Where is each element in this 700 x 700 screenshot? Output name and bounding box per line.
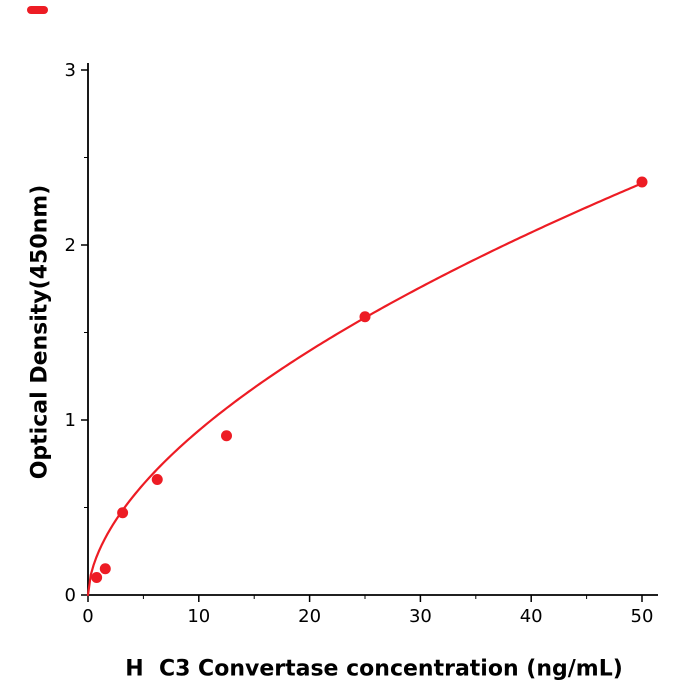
data-point <box>221 430 232 442</box>
x-tick-label: 40 <box>520 606 543 627</box>
x-tick-label: 0 <box>82 606 93 627</box>
y-tick-label: 0 <box>65 585 76 606</box>
data-point <box>636 176 648 188</box>
data-point <box>91 572 103 583</box>
y-axis-label: Optical Density(450nm) <box>27 184 53 480</box>
y-tick-label: 3 <box>65 60 76 81</box>
y-tick-label: 1 <box>65 410 76 431</box>
fit-curve <box>86 182 644 597</box>
data-point <box>117 507 129 519</box>
x-tick-label: 20 <box>298 606 321 627</box>
data-point <box>151 474 163 485</box>
x-tick-label: 10 <box>187 606 210 627</box>
data-point <box>359 311 371 323</box>
x-tick-label: 30 <box>409 606 432 627</box>
y-tick-label: 2 <box>65 235 76 256</box>
corner-mark <box>27 6 48 14</box>
x-tick-label: 50 <box>631 606 654 627</box>
data-point <box>99 563 111 575</box>
x-axis-label: H C3 Convertase concentration (ng/mL) <box>125 656 623 682</box>
